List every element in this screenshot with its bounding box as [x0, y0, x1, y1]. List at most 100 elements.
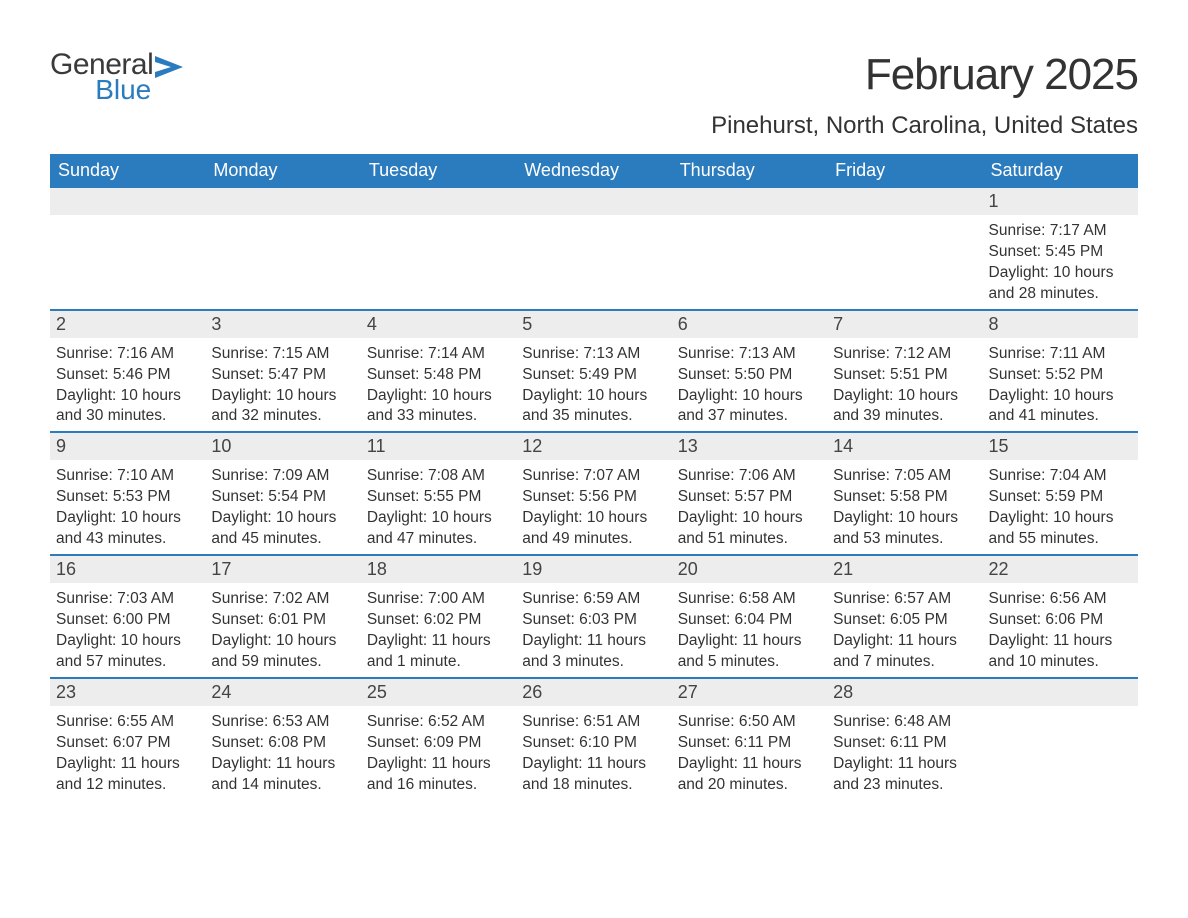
day-cell: 24Sunrise: 6:53 AMSunset: 6:08 PMDayligh…	[205, 677, 360, 800]
day-number: 20	[672, 554, 827, 583]
sunrise-text: Sunrise: 7:08 AM	[367, 466, 510, 487]
sunset-text: Sunset: 5:48 PM	[367, 365, 510, 386]
daylight-text: Daylight: 10 hours and 47 minutes.	[367, 508, 510, 550]
sunrise-text: Sunrise: 6:48 AM	[833, 712, 976, 733]
daylight-text: Daylight: 10 hours and 41 minutes.	[989, 386, 1132, 428]
sunrise-text: Sunrise: 7:03 AM	[56, 589, 199, 610]
day-cell: 5Sunrise: 7:13 AMSunset: 5:49 PMDaylight…	[516, 309, 671, 432]
day-body: Sunrise: 7:12 AMSunset: 5:51 PMDaylight:…	[827, 338, 982, 432]
day-cell: 10Sunrise: 7:09 AMSunset: 5:54 PMDayligh…	[205, 431, 360, 554]
weeks-container: 1Sunrise: 7:17 AMSunset: 5:45 PMDaylight…	[50, 188, 1138, 799]
day-cell: 2Sunrise: 7:16 AMSunset: 5:46 PMDaylight…	[50, 309, 205, 432]
dow-saturday: Saturday	[983, 154, 1138, 188]
location: Pinehurst, North Carolina, United States	[711, 112, 1138, 140]
day-cell	[205, 188, 360, 309]
day-cell	[50, 188, 205, 309]
sunset-text: Sunset: 6:11 PM	[833, 733, 976, 754]
day-cell: 26Sunrise: 6:51 AMSunset: 6:10 PMDayligh…	[516, 677, 671, 800]
day-cell: 6Sunrise: 7:13 AMSunset: 5:50 PMDaylight…	[672, 309, 827, 432]
day-body: Sunrise: 7:13 AMSunset: 5:50 PMDaylight:…	[672, 338, 827, 432]
day-body: Sunrise: 6:51 AMSunset: 6:10 PMDaylight:…	[516, 706, 671, 800]
day-cell: 18Sunrise: 7:00 AMSunset: 6:02 PMDayligh…	[361, 554, 516, 677]
sunset-text: Sunset: 5:56 PM	[522, 487, 665, 508]
day-cell: 9Sunrise: 7:10 AMSunset: 5:53 PMDaylight…	[50, 431, 205, 554]
daylight-text: Daylight: 11 hours and 14 minutes.	[211, 754, 354, 796]
day-number: 7	[827, 309, 982, 338]
sunset-text: Sunset: 6:11 PM	[678, 733, 821, 754]
daylight-text: Daylight: 10 hours and 49 minutes.	[522, 508, 665, 550]
sunset-text: Sunset: 6:04 PM	[678, 610, 821, 631]
day-cell: 28Sunrise: 6:48 AMSunset: 6:11 PMDayligh…	[827, 677, 982, 800]
day-body: Sunrise: 6:52 AMSunset: 6:09 PMDaylight:…	[361, 706, 516, 800]
day-body: Sunrise: 6:48 AMSunset: 6:11 PMDaylight:…	[827, 706, 982, 800]
sunset-text: Sunset: 6:05 PM	[833, 610, 976, 631]
week-row: 2Sunrise: 7:16 AMSunset: 5:46 PMDaylight…	[50, 309, 1138, 432]
sunset-text: Sunset: 6:07 PM	[56, 733, 199, 754]
daylight-text: Daylight: 11 hours and 3 minutes.	[522, 631, 665, 673]
sunrise-text: Sunrise: 7:13 AM	[522, 344, 665, 365]
dow-friday: Friday	[827, 154, 982, 188]
day-body: Sunrise: 7:07 AMSunset: 5:56 PMDaylight:…	[516, 460, 671, 554]
day-cell: 20Sunrise: 6:58 AMSunset: 6:04 PMDayligh…	[672, 554, 827, 677]
daylight-text: Daylight: 10 hours and 32 minutes.	[211, 386, 354, 428]
day-number: 15	[983, 431, 1138, 460]
day-cell: 21Sunrise: 6:57 AMSunset: 6:05 PMDayligh…	[827, 554, 982, 677]
sunset-text: Sunset: 5:52 PM	[989, 365, 1132, 386]
sunset-text: Sunset: 5:51 PM	[833, 365, 976, 386]
sunset-text: Sunset: 6:10 PM	[522, 733, 665, 754]
sunrise-text: Sunrise: 7:00 AM	[367, 589, 510, 610]
day-body: Sunrise: 7:16 AMSunset: 5:46 PMDaylight:…	[50, 338, 205, 432]
flag-icon	[155, 56, 183, 78]
day-cell: 17Sunrise: 7:02 AMSunset: 6:01 PMDayligh…	[205, 554, 360, 677]
day-number: 6	[672, 309, 827, 338]
day-body: Sunrise: 7:09 AMSunset: 5:54 PMDaylight:…	[205, 460, 360, 554]
logo-text: General Blue	[50, 50, 153, 104]
day-number: 5	[516, 309, 671, 338]
day-number: 27	[672, 677, 827, 706]
day-body: Sunrise: 6:59 AMSunset: 6:03 PMDaylight:…	[516, 583, 671, 677]
sunrise-text: Sunrise: 6:55 AM	[56, 712, 199, 733]
day-cell: 15Sunrise: 7:04 AMSunset: 5:59 PMDayligh…	[983, 431, 1138, 554]
daylight-text: Daylight: 11 hours and 7 minutes.	[833, 631, 976, 673]
day-body: Sunrise: 7:05 AMSunset: 5:58 PMDaylight:…	[827, 460, 982, 554]
day-cell: 1Sunrise: 7:17 AMSunset: 5:45 PMDaylight…	[983, 188, 1138, 309]
day-body: Sunrise: 7:04 AMSunset: 5:59 PMDaylight:…	[983, 460, 1138, 554]
dow-thursday: Thursday	[672, 154, 827, 188]
daylight-text: Daylight: 10 hours and 35 minutes.	[522, 386, 665, 428]
sunrise-text: Sunrise: 7:12 AM	[833, 344, 976, 365]
daylight-text: Daylight: 10 hours and 39 minutes.	[833, 386, 976, 428]
sunrise-text: Sunrise: 6:50 AM	[678, 712, 821, 733]
day-cell: 23Sunrise: 6:55 AMSunset: 6:07 PMDayligh…	[50, 677, 205, 800]
sunset-text: Sunset: 5:55 PM	[367, 487, 510, 508]
month-title: February 2025	[711, 50, 1138, 100]
day-cell	[672, 188, 827, 309]
daylight-text: Daylight: 11 hours and 12 minutes.	[56, 754, 199, 796]
day-number	[205, 188, 360, 215]
week-row: 23Sunrise: 6:55 AMSunset: 6:07 PMDayligh…	[50, 677, 1138, 800]
page-header: General Blue February 2025 Pinehurst, No…	[50, 50, 1138, 140]
daylight-text: Daylight: 10 hours and 55 minutes.	[989, 508, 1132, 550]
sunrise-text: Sunrise: 7:06 AM	[678, 466, 821, 487]
daylight-text: Daylight: 10 hours and 37 minutes.	[678, 386, 821, 428]
sunrise-text: Sunrise: 6:57 AM	[833, 589, 976, 610]
sunrise-text: Sunrise: 7:10 AM	[56, 466, 199, 487]
day-number: 9	[50, 431, 205, 460]
day-cell: 7Sunrise: 7:12 AMSunset: 5:51 PMDaylight…	[827, 309, 982, 432]
sunset-text: Sunset: 5:46 PM	[56, 365, 199, 386]
day-cell: 3Sunrise: 7:15 AMSunset: 5:47 PMDaylight…	[205, 309, 360, 432]
day-cell: 11Sunrise: 7:08 AMSunset: 5:55 PMDayligh…	[361, 431, 516, 554]
dow-monday: Monday	[205, 154, 360, 188]
daylight-text: Daylight: 11 hours and 18 minutes.	[522, 754, 665, 796]
day-cell: 25Sunrise: 6:52 AMSunset: 6:09 PMDayligh…	[361, 677, 516, 800]
day-body: Sunrise: 6:56 AMSunset: 6:06 PMDaylight:…	[983, 583, 1138, 677]
dow-tuesday: Tuesday	[361, 154, 516, 188]
day-number: 8	[983, 309, 1138, 338]
day-cell	[361, 188, 516, 309]
day-number: 22	[983, 554, 1138, 583]
sunset-text: Sunset: 6:08 PM	[211, 733, 354, 754]
day-cell	[827, 188, 982, 309]
sunrise-text: Sunrise: 6:52 AM	[367, 712, 510, 733]
day-cell: 12Sunrise: 7:07 AMSunset: 5:56 PMDayligh…	[516, 431, 671, 554]
day-body: Sunrise: 7:13 AMSunset: 5:49 PMDaylight:…	[516, 338, 671, 432]
sunset-text: Sunset: 5:59 PM	[989, 487, 1132, 508]
